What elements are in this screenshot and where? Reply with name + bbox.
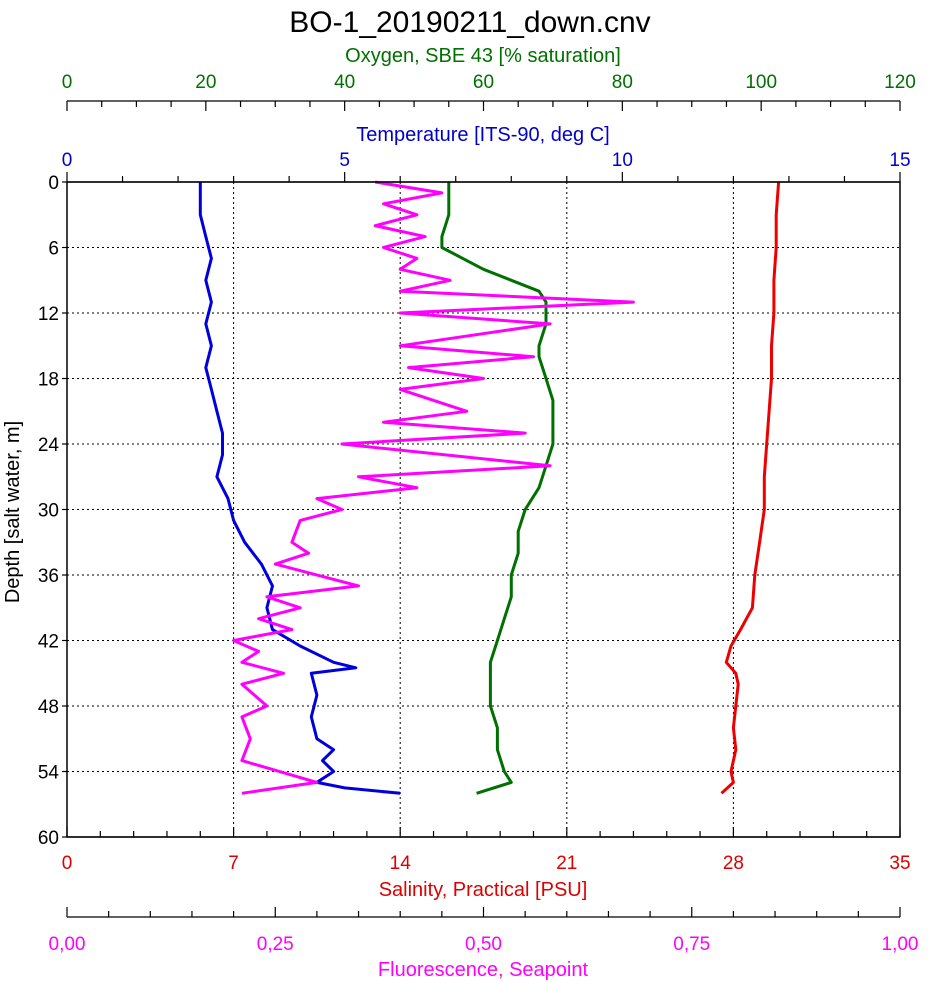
oxygen-axis-label: Oxygen, SBE 43 [% saturation] bbox=[345, 45, 621, 67]
depth-axis-label: Depth [salt water, m] bbox=[2, 421, 24, 603]
depth-tick-label: 48 bbox=[38, 697, 59, 718]
salinity-profile-line bbox=[720, 181, 781, 795]
salinity-tick-label: 14 bbox=[390, 853, 412, 874]
oxygen-tick-label: 0 bbox=[62, 72, 73, 93]
depth-tick-label: 36 bbox=[38, 566, 59, 587]
depth-tick-label: 60 bbox=[38, 828, 59, 849]
temperature-profile-line bbox=[198, 182, 401, 795]
temperature-axis-label: Temperature [ITS-90, deg C] bbox=[356, 124, 609, 146]
temperature-tick-label: 10 bbox=[612, 150, 633, 171]
oxygen-tick-label: 40 bbox=[334, 72, 355, 93]
fluorescence-tick-label: 0,75 bbox=[673, 934, 710, 955]
salinity-tick-label: 0 bbox=[62, 853, 73, 874]
salinity-axis-label: Salinity, Practical [PSU] bbox=[379, 879, 588, 901]
temperature-tick-label: 5 bbox=[339, 150, 350, 171]
depth-tick-label: 54 bbox=[38, 763, 60, 784]
fluorescence-tick-label: 0,25 bbox=[257, 934, 294, 955]
fluorescence-profile-line bbox=[232, 180, 635, 795]
depth-tick-label: 30 bbox=[38, 501, 59, 522]
salinity-tick-label: 35 bbox=[889, 853, 910, 874]
fluorescence-tick-label: 1,00 bbox=[882, 934, 919, 955]
fluorescence-tick-label: 0,00 bbox=[49, 934, 86, 955]
salinity-tick-label: 21 bbox=[556, 853, 577, 874]
salinity-tick-label: 28 bbox=[723, 853, 744, 874]
oxygen-tick-label: 80 bbox=[612, 72, 633, 93]
depth-tick-label: 18 bbox=[38, 370, 59, 391]
depth-tick-label: 0 bbox=[48, 173, 59, 194]
data-series bbox=[198, 180, 781, 795]
chart-title: BO-1_20190211_down.cnv bbox=[289, 6, 650, 39]
oxygen-tick-label: 120 bbox=[884, 72, 916, 93]
plot-frame bbox=[66, 181, 901, 838]
temperature-tick-label: 0 bbox=[62, 150, 73, 171]
temperature-tick-label: 15 bbox=[889, 150, 910, 171]
salinity-tick-label: 7 bbox=[228, 853, 239, 874]
depth-tick-label: 6 bbox=[48, 239, 59, 260]
oxygen-tick-label: 20 bbox=[195, 72, 216, 93]
oxygen-tick-label: 60 bbox=[473, 72, 494, 93]
oxygen-tick-label: 100 bbox=[745, 72, 777, 93]
fluorescence-axis-label: Fluorescence, Seapoint bbox=[378, 959, 589, 981]
depth-tick-label: 42 bbox=[38, 632, 59, 653]
fluorescence-tick-label: 0,50 bbox=[465, 934, 502, 955]
depth-tick-label: 12 bbox=[38, 304, 59, 325]
depth-tick-label: 24 bbox=[38, 435, 60, 456]
